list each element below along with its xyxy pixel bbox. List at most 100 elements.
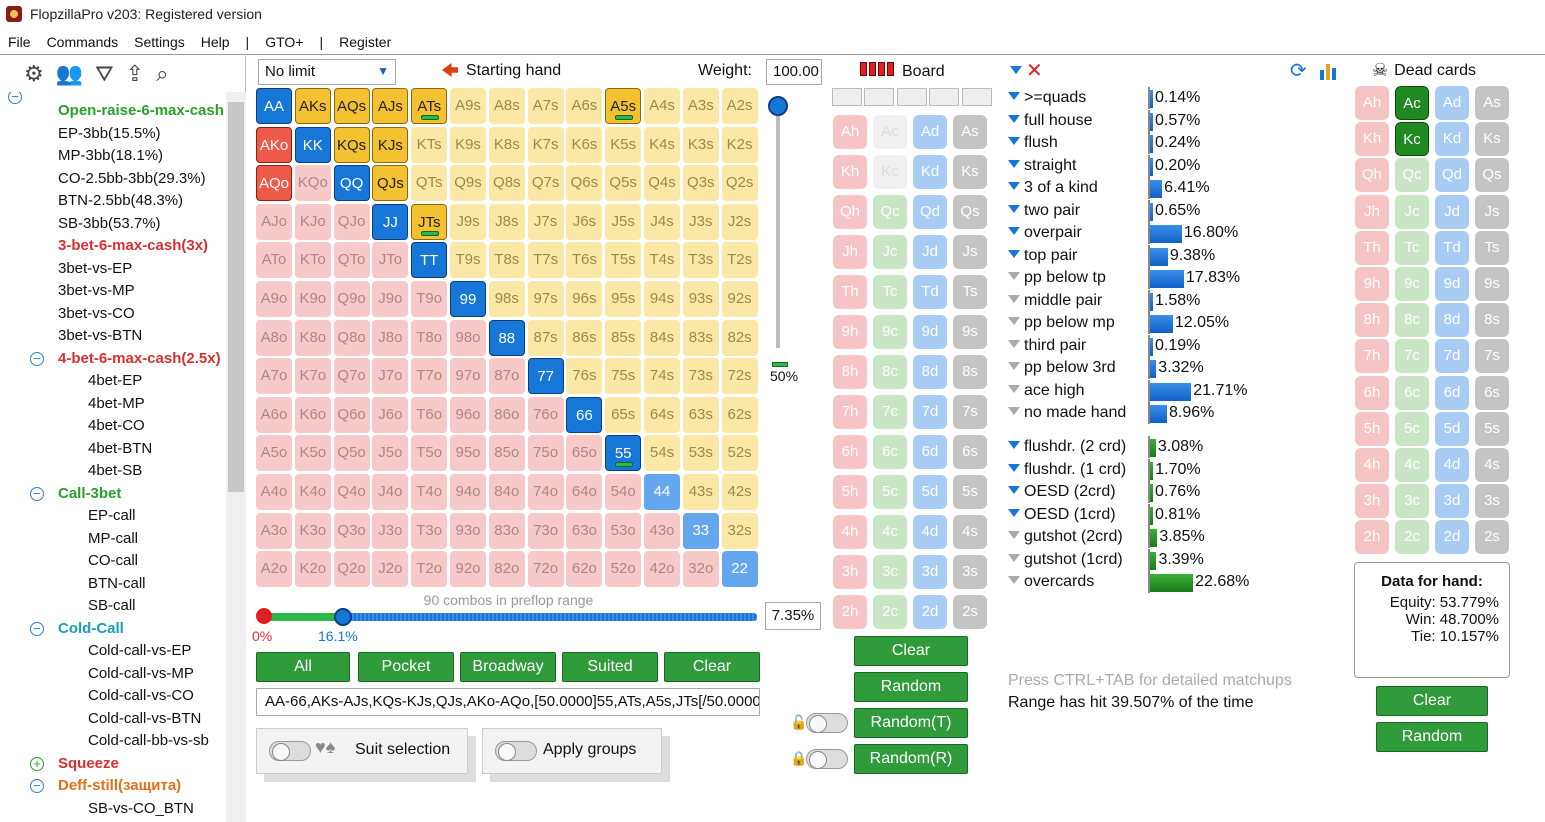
menu-commands[interactable]: Commands bbox=[46, 34, 119, 50]
hand-cell-J5o[interactable]: J5o bbox=[372, 435, 409, 472]
dead-card-2c[interactable]: 2c bbox=[1395, 520, 1429, 555]
filter-icon[interactable] bbox=[1010, 66, 1022, 74]
hand-cell-KQo[interactable]: KQo bbox=[294, 165, 331, 202]
hand-cell-K5s[interactable]: K5s bbox=[605, 126, 642, 163]
hand-cell-AKo[interactable]: AKo bbox=[256, 126, 292, 163]
filter-icon[interactable] bbox=[1008, 182, 1020, 190]
tree-item[interactable]: Call-3bet bbox=[58, 484, 122, 502]
tree-item[interactable]: 4-bet-6-max-cash(2.5x) bbox=[58, 349, 221, 367]
hand-cell-T4o[interactable]: T4o bbox=[411, 474, 448, 510]
hand-cell-K7o[interactable]: K7o bbox=[294, 358, 331, 395]
hand-cell-AA[interactable]: AA bbox=[256, 88, 292, 124]
hand-cell-J2s[interactable]: J2s bbox=[721, 203, 758, 240]
hand-cell-84s[interactable]: 84s bbox=[644, 319, 680, 356]
hand-cell-92s[interactable]: 92s bbox=[721, 281, 758, 317]
board-card-Jc[interactable]: Jc bbox=[873, 235, 907, 269]
board-card-Qs[interactable]: Qs bbox=[953, 195, 987, 229]
hand-cell-64o[interactable]: 64o bbox=[566, 474, 603, 510]
hand-cell-K8o[interactable]: K8o bbox=[294, 319, 331, 356]
range-slider-min-knob[interactable] bbox=[256, 608, 272, 624]
hand-cell-T7s[interactable]: T7s bbox=[527, 242, 564, 279]
filter-icon[interactable] bbox=[1008, 294, 1020, 303]
dead-card-6c[interactable]: 6c bbox=[1395, 375, 1429, 410]
dead-card-5d[interactable]: 5d bbox=[1435, 411, 1469, 446]
hand-cell-JJ[interactable]: JJ bbox=[372, 203, 409, 240]
hand-cell-42s[interactable]: 42s bbox=[721, 474, 758, 510]
hand-cell-K9o[interactable]: K9o bbox=[294, 281, 331, 317]
board-card-Ks[interactable]: Ks bbox=[953, 155, 987, 189]
dead-card-7c[interactable]: 7c bbox=[1395, 339, 1429, 374]
board-card-Qh[interactable]: Qh bbox=[833, 195, 867, 229]
hand-cell-KTs[interactable]: KTs bbox=[411, 126, 448, 163]
lock-icon[interactable]: 🔓 bbox=[790, 714, 808, 730]
board-card-9d[interactable]: 9d bbox=[913, 315, 947, 349]
dead-card-5c[interactable]: 5c bbox=[1395, 411, 1429, 446]
board-card-7d[interactable]: 7d bbox=[913, 395, 947, 429]
filter-icon[interactable] bbox=[1008, 553, 1020, 562]
hand-cell-K6s[interactable]: K6s bbox=[566, 126, 603, 163]
tree-item[interactable]: Squeeze bbox=[58, 754, 119, 772]
dead-card-9h[interactable]: 9h bbox=[1355, 267, 1389, 301]
hand-cell-KTo[interactable]: KTo bbox=[294, 242, 331, 279]
stat-row-ace-high[interactable]: ace high 21.71% bbox=[1008, 379, 1338, 402]
board-card-7h[interactable]: 7h bbox=[833, 395, 867, 429]
hand-cell-72s[interactable]: 72s bbox=[721, 358, 758, 395]
hand-cell-Q8s[interactable]: Q8s bbox=[488, 165, 525, 202]
stat-row-overpair[interactable]: overpair 16.80% bbox=[1008, 222, 1338, 244]
collapse-icon[interactable]: − bbox=[30, 779, 44, 793]
dead-card-Kc[interactable]: Kc bbox=[1395, 122, 1429, 157]
hand-cell-J3o[interactable]: J3o bbox=[372, 512, 409, 549]
hand-cell-A3o[interactable]: A3o bbox=[256, 512, 292, 549]
filter-icon[interactable] bbox=[1008, 159, 1020, 168]
dead-card-Qh[interactable]: Qh bbox=[1355, 158, 1389, 193]
hand-cell-ATo[interactable]: ATo bbox=[256, 242, 292, 279]
board-card-Kh[interactable]: Kh bbox=[833, 155, 867, 189]
hand-cell-A5o[interactable]: A5o bbox=[256, 435, 292, 472]
board-card-Th[interactable]: Th bbox=[833, 275, 867, 309]
stat-row-flush[interactable]: flush 0.24% bbox=[1008, 132, 1338, 154]
hand-cell-93o[interactable]: 93o bbox=[450, 512, 486, 549]
hand-cell-JTs[interactable]: JTs bbox=[411, 203, 448, 240]
stat-row-gutshot-1crd-[interactable]: gutshot (1crd) 3.39% bbox=[1008, 548, 1338, 571]
hand-cell-K7s[interactable]: K7s bbox=[527, 126, 564, 163]
hand-cell-77[interactable]: 77 bbox=[527, 358, 564, 395]
dead-card-3h[interactable]: 3h bbox=[1355, 484, 1389, 519]
dead-card-Ah[interactable]: Ah bbox=[1355, 86, 1389, 120]
range-text-input[interactable]: AA-66,AKs-AJs,KQs-KJs,QJs,AKo-AQo,[50.00… bbox=[256, 688, 760, 716]
random-t-toggle[interactable] bbox=[806, 713, 848, 733]
dead-card-Th[interactable]: Th bbox=[1355, 230, 1389, 265]
dead-card-9d[interactable]: 9d bbox=[1435, 267, 1469, 301]
hand-cell-K5o[interactable]: K5o bbox=[294, 435, 331, 472]
board-card-8c[interactable]: 8c bbox=[873, 355, 907, 389]
dead-card-Td[interactable]: Td bbox=[1435, 230, 1469, 265]
dead-card-7d[interactable]: 7d bbox=[1435, 339, 1469, 374]
board-card-2d[interactable]: 2d bbox=[913, 595, 947, 629]
range-slider[interactable] bbox=[256, 608, 761, 626]
dead-card-As[interactable]: As bbox=[1475, 86, 1509, 120]
hand-cell-Q8o[interactable]: Q8o bbox=[333, 319, 370, 356]
dead-card-4s[interactable]: 4s bbox=[1475, 448, 1509, 482]
board-card-9c[interactable]: 9c bbox=[873, 315, 907, 349]
dead-card-Ks[interactable]: Ks bbox=[1475, 122, 1509, 157]
board-card-Td[interactable]: Td bbox=[913, 275, 947, 309]
hand-cell-KJo[interactable]: KJo bbox=[294, 203, 331, 240]
dead-card-7h[interactable]: 7h bbox=[1355, 339, 1389, 374]
hand-cell-JTo[interactable]: JTo bbox=[372, 242, 409, 279]
hand-cell-75s[interactable]: 75s bbox=[605, 358, 642, 395]
menu-file[interactable]: File bbox=[8, 34, 31, 50]
dead-card-5h[interactable]: 5h bbox=[1355, 411, 1389, 446]
hand-cell-T9s[interactable]: T9s bbox=[450, 242, 486, 279]
dead-card-2s[interactable]: 2s bbox=[1475, 520, 1509, 555]
hand-cell-A9o[interactable]: A9o bbox=[256, 281, 292, 317]
hand-cell-J9o[interactable]: J9o bbox=[372, 281, 409, 317]
filter-icon[interactable] bbox=[1008, 204, 1020, 213]
hand-cell-76s[interactable]: 76s bbox=[566, 358, 603, 395]
hand-cell-87o[interactable]: 87o bbox=[488, 358, 525, 395]
hand-cell-98s[interactable]: 98s bbox=[488, 281, 525, 317]
hand-cell-64s[interactable]: 64s bbox=[644, 396, 680, 433]
hand-cell-72o[interactable]: 72o bbox=[527, 551, 564, 588]
filter-icon[interactable] bbox=[1008, 339, 1020, 348]
hand-cell-Q7o[interactable]: Q7o bbox=[333, 358, 370, 395]
hand-cell-94s[interactable]: 94s bbox=[644, 281, 680, 317]
tree-item[interactable]: 4bet-BTN bbox=[88, 439, 153, 457]
